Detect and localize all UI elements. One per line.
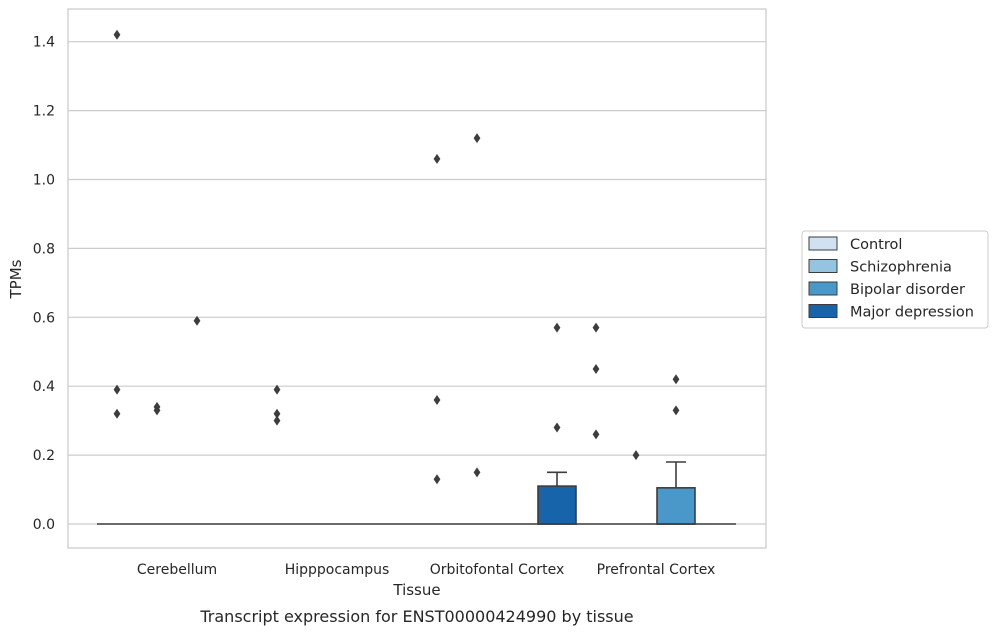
outlier-point <box>672 405 680 416</box>
y-tick-label: 0.6 <box>33 310 55 326</box>
legend-swatch <box>808 304 838 318</box>
x-tick-label: Cerebellum <box>137 562 217 578</box>
x-tick-labels: Cerebellum Hipppocampus Orbitofontal Corte… <box>137 562 715 578</box>
box <box>656 487 696 525</box>
outliers <box>113 29 680 485</box>
y-tick-label: 1.0 <box>33 173 55 189</box>
outlier-point <box>153 405 161 416</box>
outlier-point <box>113 408 121 419</box>
x-tick-label: Hipppocampus <box>285 562 390 578</box>
outlier-point <box>273 408 281 419</box>
outlier-point <box>592 363 600 374</box>
x-axis-label: Tissue <box>392 581 440 599</box>
plot-frame <box>67 8 767 549</box>
boxes <box>97 461 736 525</box>
y-tick-label: 1.2 <box>33 104 55 120</box>
legend-frame <box>801 230 989 329</box>
outlier-point <box>632 450 640 461</box>
outlier-point <box>473 467 481 478</box>
chart-caption: Transcript expression for ENST0000042499… <box>199 607 633 626</box>
y-tick-label: 0.8 <box>33 241 55 257</box>
y-tick-label: 0.2 <box>33 448 55 464</box>
outlier-point <box>433 153 441 164</box>
x-tick-label: Prefrontal Cortex <box>597 562 716 578</box>
legend-swatch <box>808 236 838 251</box>
legend-label: Control <box>850 237 902 253</box>
outlier-point <box>672 374 680 385</box>
y-axis-label: TPMs <box>7 259 25 299</box>
outlier-point <box>273 384 281 395</box>
outlier-point <box>113 29 121 40</box>
outlier-point <box>433 474 441 485</box>
y-tick-labels: 0.0 0.2 0.4 0.6 0.8 1.0 1.2 1.4 <box>33 35 55 533</box>
outlier-point <box>113 384 121 395</box>
legend-swatch <box>808 259 838 273</box>
outlier-point <box>592 429 600 440</box>
outlier-point <box>433 394 441 405</box>
legend-label: Major depression <box>850 305 974 321</box>
box <box>537 485 577 525</box>
y-tick-label: 1.4 <box>33 35 55 51</box>
outlier-point <box>273 415 281 426</box>
legend-label: Schizophrenia <box>850 260 952 276</box>
legend: Control Schizophrenia Bipolar disorder Majo… <box>801 230 989 329</box>
y-tick-label: 0.4 <box>33 379 55 395</box>
legend-swatch <box>808 281 838 296</box>
outlier-point <box>553 422 561 433</box>
outlier-point <box>473 133 481 144</box>
outlier-point <box>193 315 201 326</box>
y-tick-label: 0.0 <box>33 517 55 533</box>
legend-label: Bipolar disorder <box>850 282 965 298</box>
x-tick-label: Orbitofontal Cortex <box>430 562 565 578</box>
outlier-point <box>592 322 600 333</box>
outlier-point <box>553 322 561 333</box>
